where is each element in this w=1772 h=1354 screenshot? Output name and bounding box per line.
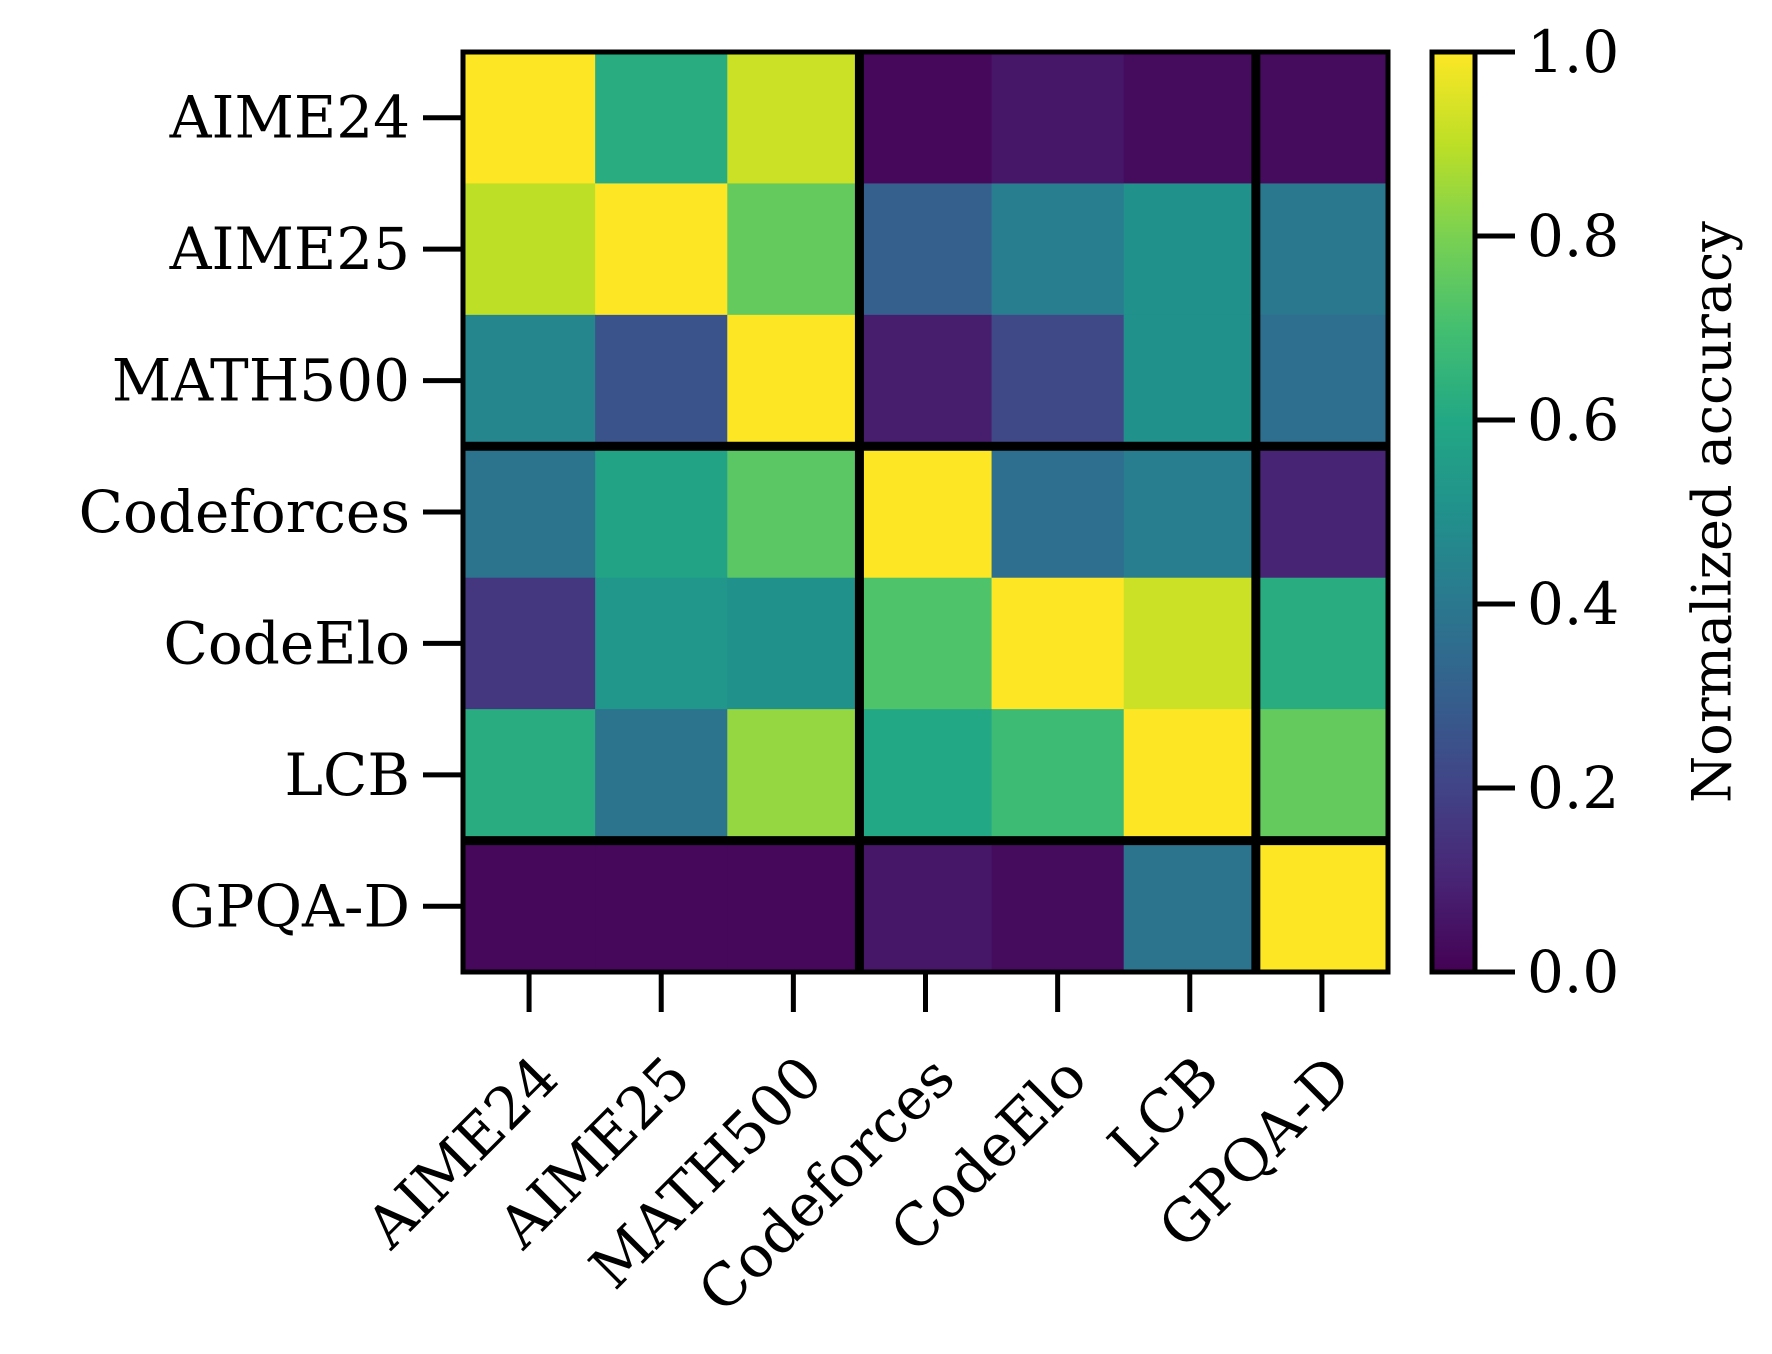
heatmap-cell-1-3 xyxy=(859,183,993,316)
colorbar-tick-label-0: 0.0 xyxy=(1527,938,1619,1006)
heatmap-cell-2-0 xyxy=(463,314,596,447)
colorbar-tick-label-2: 0.4 xyxy=(1527,570,1619,638)
colorbar-label: Normalized accuracy xyxy=(1681,221,1744,803)
heatmap-cell-0-5 xyxy=(1123,52,1257,185)
heatmap-cell-3-4 xyxy=(991,446,1125,579)
heatmap-cell-1-4 xyxy=(991,183,1125,316)
colorbar-ticks: 0.0 0.2 0.4 0.6 0.8 1.0 xyxy=(1475,18,1619,1006)
heatmap-cell-5-6 xyxy=(1255,709,1389,842)
heatmap-cell-4-6 xyxy=(1255,577,1389,710)
heatmap-cell-1-6 xyxy=(1255,183,1389,316)
heatmap-cell-2-5 xyxy=(1123,314,1257,447)
y-tick-label-2: MATH500 xyxy=(112,347,410,415)
heatmap-cell-4-2 xyxy=(727,577,861,710)
heatmap-cell-5-1 xyxy=(595,709,728,842)
heatmap-cell-0-6 xyxy=(1255,52,1389,185)
colorbar-tick-label-5: 1.0 xyxy=(1527,18,1619,86)
heatmap-cells xyxy=(463,52,1389,973)
heatmap-cell-1-0 xyxy=(463,183,596,316)
y-tick-label-3: Codeforces xyxy=(79,478,410,546)
heatmap-cell-3-1 xyxy=(595,446,728,579)
heatmap-cell-0-2 xyxy=(727,52,861,185)
colorbar-frame xyxy=(1429,49,1478,975)
heatmap-cell-1-1 xyxy=(595,183,728,316)
heatmap-cell-6-6 xyxy=(1255,840,1389,973)
colorbar-gradient xyxy=(1432,52,1475,972)
heatmap-cell-6-3 xyxy=(859,840,993,973)
group-dividers xyxy=(463,52,1388,972)
heatmap-cell-5-3 xyxy=(859,709,993,842)
y-axis: AIME24 AIME25 MATH500 Codeforces CodeElo LCB G… xyxy=(79,84,463,940)
heatmap-cell-6-4 xyxy=(991,840,1125,973)
x-axis: AIME24AIME25MATH500CodeforcesCodeEloLCBG… xyxy=(352,972,1364,1325)
heatmap-cell-2-6 xyxy=(1255,314,1389,447)
heatmap-cell-0-4 xyxy=(991,52,1125,185)
y-tick-label-6: GPQA-D xyxy=(169,872,410,940)
heatmap-cell-3-0 xyxy=(463,446,596,579)
heatmap-cell-5-4 xyxy=(991,709,1125,842)
heatmap-cell-2-3 xyxy=(859,314,993,447)
heatmap-cell-5-5 xyxy=(1123,709,1257,842)
heatmap-cell-4-0 xyxy=(463,577,596,710)
heatmap-cell-6-1 xyxy=(595,840,728,973)
heatmap-cell-2-2 xyxy=(727,314,861,447)
y-tick-label-4: CodeElo xyxy=(163,609,410,677)
heatmap-cell-6-2 xyxy=(727,840,861,973)
heatmap-cell-0-1 xyxy=(595,52,728,185)
heatmap-cell-3-3 xyxy=(859,446,993,579)
colorbar-tick-label-4: 0.8 xyxy=(1527,202,1619,270)
y-tick-label-5: LCB xyxy=(284,741,410,809)
heatmap-cell-3-6 xyxy=(1255,446,1389,579)
heatmap-cell-2-4 xyxy=(991,314,1125,447)
colorbar: 0.0 0.2 0.4 0.6 0.8 1.0 Normalized accuracy xyxy=(1429,18,1744,1006)
heatmap-cell-1-2 xyxy=(727,183,861,316)
y-tick-label-1: AIME25 xyxy=(169,215,410,283)
heatmap-cell-2-1 xyxy=(595,314,728,447)
heatmap-cell-0-3 xyxy=(859,52,993,185)
heatmap-cell-5-2 xyxy=(727,709,861,842)
y-tick-label-0: AIME24 xyxy=(169,84,410,152)
heatmap-cell-4-4 xyxy=(991,577,1125,710)
colorbar-tick-label-3: 0.6 xyxy=(1527,386,1619,454)
heatmap-cell-4-3 xyxy=(859,577,993,710)
colorbar-tick-label-1: 0.2 xyxy=(1527,754,1619,822)
heatmap-cell-1-5 xyxy=(1123,183,1257,316)
heatmap-cell-6-0 xyxy=(463,840,596,973)
heatmap-cell-4-5 xyxy=(1123,577,1257,710)
heatmap-cell-0-0 xyxy=(463,52,596,185)
heatmap-cell-4-1 xyxy=(595,577,728,710)
heatmap-cell-3-2 xyxy=(727,446,861,579)
heatmap-cell-5-0 xyxy=(463,709,596,842)
heatmap-cell-3-5 xyxy=(1123,446,1257,579)
heatmap-cell-6-5 xyxy=(1123,840,1257,973)
